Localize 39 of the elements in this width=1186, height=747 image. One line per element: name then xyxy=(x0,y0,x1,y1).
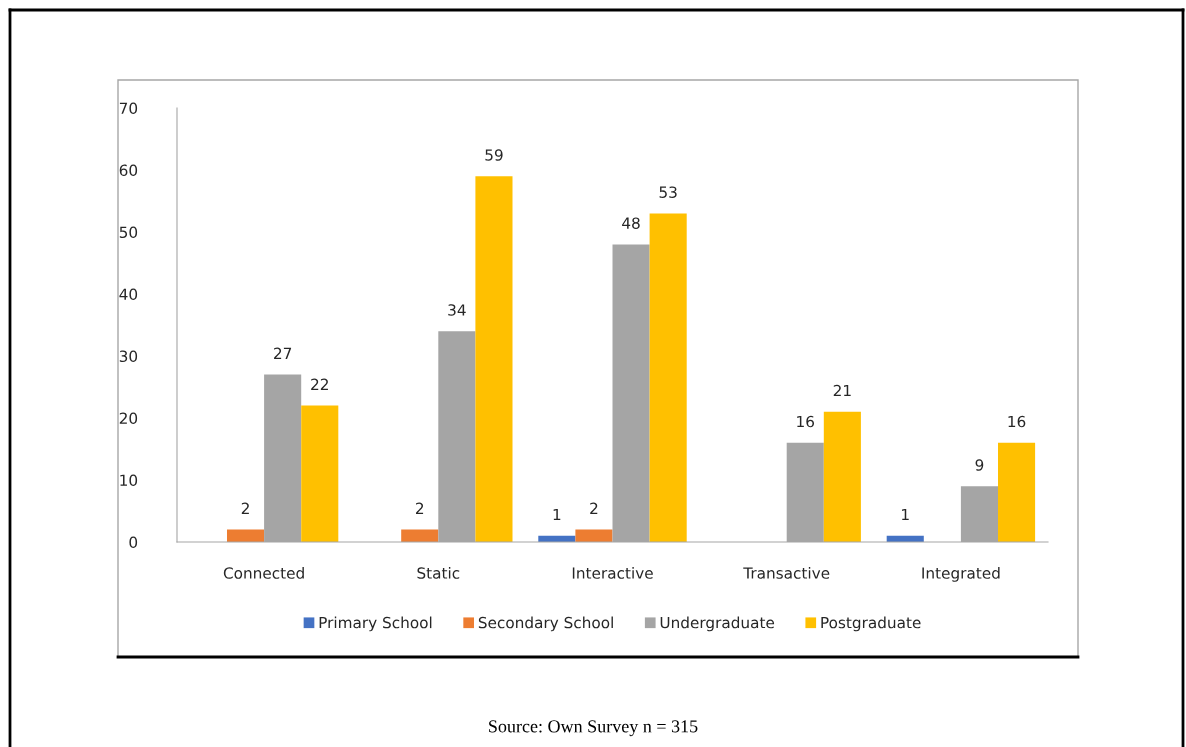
data-label: 16 xyxy=(1008,415,1026,428)
data-label: 27 xyxy=(274,347,292,359)
legend-label: Postgraduate xyxy=(821,616,921,632)
y-tick-label: 70 xyxy=(119,102,138,115)
y-tick-label: 30 xyxy=(119,350,138,363)
x-tick-label: Integrated xyxy=(922,567,1000,582)
bar xyxy=(301,405,339,542)
legend-label: Primary School xyxy=(319,616,432,632)
data-label: 2 xyxy=(241,502,249,514)
bar xyxy=(649,213,687,542)
y-tick-label: 10 xyxy=(120,474,138,487)
y-tick-label: 50 xyxy=(119,226,138,239)
data-label: 1 xyxy=(902,508,909,521)
data-label: 2 xyxy=(590,502,598,514)
data-label: 48 xyxy=(622,217,640,229)
y-tick-label: 20 xyxy=(119,412,138,425)
y-tick-label: 0 xyxy=(129,536,138,549)
data-label: 2 xyxy=(416,502,424,514)
data-label: 21 xyxy=(833,384,851,397)
bar xyxy=(823,411,861,542)
legend-label: Undergraduate xyxy=(660,616,775,632)
data-label: 22 xyxy=(311,378,328,390)
y-tick-label: 60 xyxy=(119,164,138,177)
data-label: 9 xyxy=(975,459,984,471)
bar xyxy=(475,176,513,542)
data-label: 53 xyxy=(659,186,677,198)
bar xyxy=(998,442,1036,542)
x-tick-label: Transactive xyxy=(743,567,830,579)
bar xyxy=(575,529,613,542)
legend-label: Secondary School xyxy=(478,616,613,632)
data-label: 34 xyxy=(448,304,466,316)
x-tick-label: Static xyxy=(417,567,460,579)
source-note: Source: Own Survey n = 315 xyxy=(489,720,698,737)
data-label: 1 xyxy=(553,508,561,521)
data-label: 59 xyxy=(485,149,503,161)
y-tick-label: 40 xyxy=(119,288,138,301)
x-tick-label: Connected xyxy=(223,567,304,579)
x-tick-label: Interactive xyxy=(572,567,653,579)
data-label: 16 xyxy=(797,415,815,428)
